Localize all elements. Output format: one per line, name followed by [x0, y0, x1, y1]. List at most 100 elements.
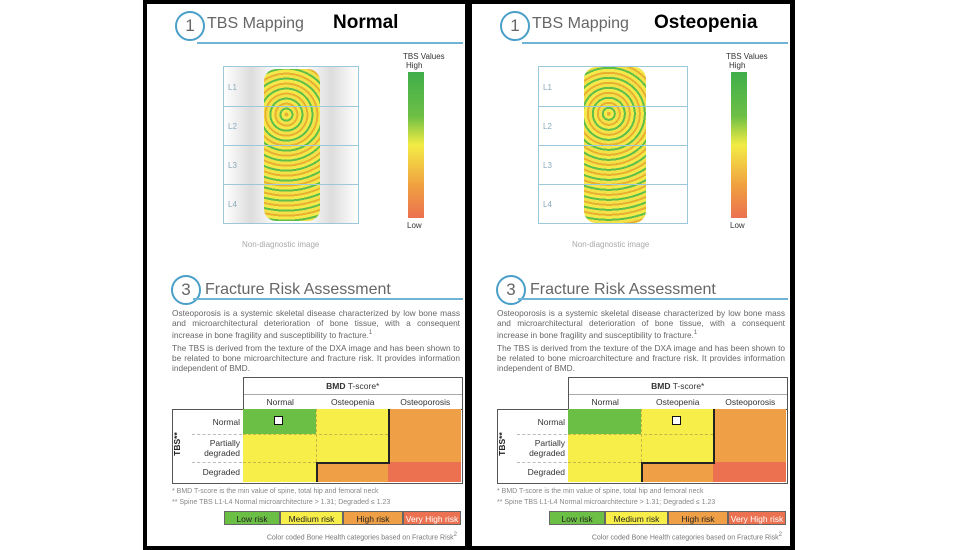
vertebra-divider	[224, 106, 358, 107]
risk-cell[interactable]	[315, 409, 389, 434]
colorbar-low-label: Low	[730, 221, 745, 230]
section-number-badge: 1	[175, 11, 205, 41]
section-underline	[193, 298, 463, 300]
paragraph-text: Osteoporosis is a systemic skeletal dise…	[172, 308, 460, 340]
vertebra-divider	[539, 184, 687, 185]
column-header: Osteoporosis	[725, 397, 776, 407]
risk-boundary	[713, 409, 715, 462]
image-caption: Non-diagnostic image	[572, 240, 650, 249]
vertebra-label: L3	[228, 161, 237, 170]
bmd-header: BMD T-score* Normal Osteopenia Osteoporosis	[568, 377, 788, 410]
risk-cell[interactable]	[388, 462, 461, 482]
risk-cell[interactable]	[640, 462, 714, 482]
reference-superscript: 2	[453, 532, 457, 538]
reference-superscript: 1	[368, 330, 373, 336]
row-divider	[517, 434, 567, 435]
caption-text: Color coded Bone Health categories based…	[591, 534, 779, 542]
vertebra-label: L4	[228, 200, 237, 209]
header-divider	[244, 394, 462, 395]
risk-cell[interactable]	[243, 462, 316, 482]
risk-cell[interactable]	[243, 434, 316, 462]
colorbar-high-label: High	[729, 61, 746, 70]
column-header: Osteoporosis	[400, 397, 451, 407]
legend-medium-risk: Medium risk	[280, 511, 343, 525]
row-header: Partially degraded	[529, 438, 565, 458]
legend-medium-risk: Medium risk	[605, 511, 668, 525]
colorbar-high-label: High	[406, 61, 423, 70]
vertebra-divider	[539, 106, 687, 107]
legend-caption: Color coded Bone Health categories based…	[592, 532, 782, 541]
row-header: Partially degraded	[204, 438, 240, 458]
tbs-heatmap-image: L1 L2 L3 L4	[538, 66, 688, 224]
vertebra-divider	[539, 145, 687, 146]
image-caption: Non-diagnostic image	[242, 240, 320, 249]
row-header: Degraded	[202, 467, 240, 477]
footnote: ** Spine TBS L1-L4 Normal microarchitect…	[172, 499, 391, 506]
footnote: * BMD T-score is the min value of spine,…	[497, 488, 704, 495]
caption-text: Color coded Bone Health categories based…	[266, 534, 454, 542]
grid-dash	[243, 462, 316, 463]
condition-label: Normal	[333, 12, 399, 33]
section-title: TBS Mapping	[207, 15, 304, 32]
column-header: Normal	[591, 397, 619, 407]
risk-cell[interactable]	[713, 434, 786, 462]
tbs-heatmap-image: L1 L2 L3 L4	[223, 66, 359, 224]
description-paragraph: The TBS is derived from the texture of t…	[497, 343, 785, 373]
section-underline	[518, 298, 788, 300]
footnote: * BMD T-score is the min value of spine,…	[172, 488, 379, 495]
legend-very-high-risk: Very High risk	[728, 511, 786, 525]
risk-cell[interactable]	[568, 462, 641, 482]
risk-cell[interactable]	[568, 409, 641, 434]
section-number-badge: 3	[171, 275, 201, 305]
description-paragraph: Osteoporosis is a systemic skeletal dise…	[172, 308, 460, 340]
patient-result-marker	[274, 415, 284, 425]
vertebra-divider	[224, 145, 358, 146]
tbs-header: TBS**	[171, 432, 182, 456]
tbs-colorbar	[408, 72, 424, 218]
risk-cell[interactable]	[315, 462, 389, 482]
column-header: Normal	[266, 397, 294, 407]
row-divider	[192, 462, 242, 463]
vertebra-label: L2	[543, 122, 552, 131]
vertebra-label: L2	[228, 122, 237, 131]
column-header: Osteopenia	[331, 397, 375, 407]
risk-boundary	[315, 462, 318, 482]
risk-cell[interactable]	[640, 434, 714, 462]
row-divider	[517, 462, 567, 463]
legend-low-risk: Low risk	[549, 511, 605, 525]
vertebra-label: L1	[228, 83, 237, 92]
bmd-bold: BMD	[651, 381, 671, 391]
grid-dash	[315, 409, 317, 482]
grid-dash	[640, 409, 642, 482]
bmd-bold: BMD	[326, 381, 346, 391]
legend-caption: Color coded Bone Health categories based…	[267, 532, 457, 541]
risk-cell[interactable]	[388, 434, 461, 462]
tbs-header: TBS**	[496, 432, 507, 456]
risk-boundary	[640, 462, 643, 482]
condition-label: Osteopenia	[654, 12, 758, 33]
risk-cell[interactable]	[388, 409, 461, 434]
legend-high-risk: High risk	[343, 511, 403, 525]
patient-result-marker	[671, 415, 681, 425]
description-paragraph: Osteoporosis is a systemic skeletal dise…	[497, 308, 785, 340]
legend-high-risk: High risk	[668, 511, 728, 525]
footnote: ** Spine TBS L1-L4 Normal microarchitect…	[497, 499, 716, 506]
section-title: TBS Mapping	[532, 15, 629, 32]
legend-low-risk: Low risk	[224, 511, 280, 525]
paragraph-text: Osteoporosis is a systemic skeletal dise…	[497, 308, 785, 340]
bmd-header: BMD T-score* Normal Osteopenia Osteoporosis	[243, 377, 463, 410]
bmd-tscore-header: BMD T-score*	[569, 381, 787, 391]
risk-cell[interactable]	[568, 434, 641, 462]
vertebra-label: L3	[543, 161, 552, 170]
legend-very-high-risk: Very High risk	[403, 511, 461, 525]
risk-cell[interactable]	[713, 409, 786, 434]
section-title: Fracture Risk Assessment	[530, 281, 716, 298]
vertebra-label: L4	[543, 200, 552, 209]
risk-boundary	[315, 462, 390, 464]
risk-cell[interactable]	[315, 434, 389, 462]
risk-cell[interactable]	[713, 462, 786, 482]
row-header: Degraded	[527, 467, 565, 477]
reference-superscript: 2	[778, 532, 782, 538]
colorbar-title: TBS Values	[726, 52, 768, 61]
description-paragraph: The TBS is derived from the texture of t…	[172, 343, 460, 373]
